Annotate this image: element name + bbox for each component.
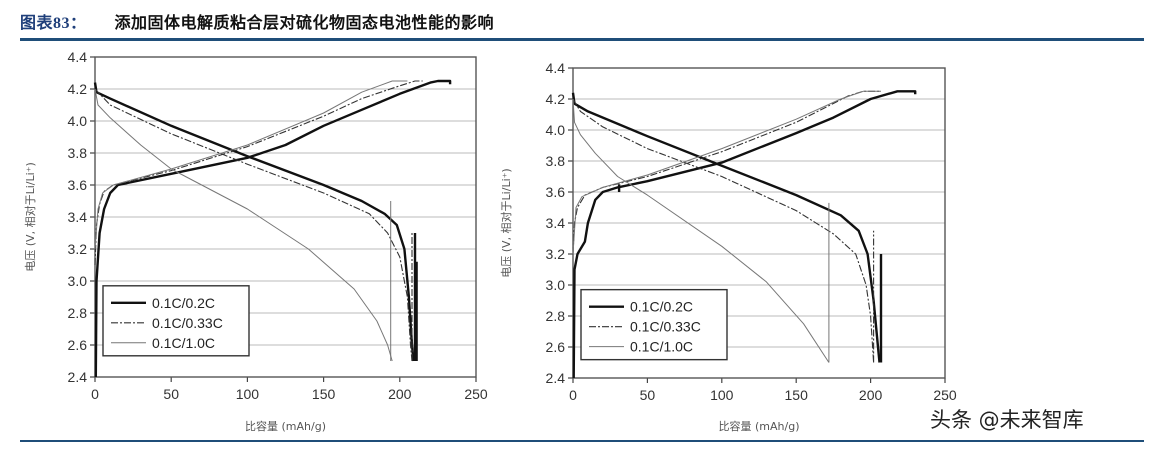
series-line-dashdot — [572, 98, 875, 363]
series-line-thin — [572, 98, 830, 363]
y-tick-label: 3.2 — [68, 241, 88, 257]
y-tick-label: 3.2 — [546, 246, 566, 262]
x-tick-label: 250 — [933, 387, 957, 403]
x-tick-label: 150 — [312, 386, 336, 402]
y-tick-label: 4.4 — [68, 49, 88, 65]
plot-frame — [94, 56, 477, 378]
figure-title-text: 添加固体电解质粘合层对硫化物固态电池性能的影响 — [114, 13, 495, 32]
figure-label: 图表83： — [20, 15, 87, 32]
series-line-thick — [572, 90, 917, 379]
legend-label: 0.1C/0.33C — [152, 315, 223, 331]
legend-label: 0.1C/1.0C — [630, 339, 693, 355]
x-tick-label: 50 — [163, 386, 179, 402]
legend-label: 0.1C/0.2C — [152, 295, 215, 311]
legend-label: 0.1C/1.0C — [152, 335, 215, 351]
chart-1: 2.4 2.6 2.8 3.0 3.2 3.4 3.6 3.8 4.0 4.2 4.4 0 50 100 1… — [23, 49, 488, 433]
x-tick-label: 150 — [785, 387, 809, 403]
series-line-thin — [94, 80, 408, 250]
series-line-dashdot — [94, 80, 423, 266]
watermark: 头条 @未来智库 — [930, 408, 1084, 432]
y-tick-label: 3.4 — [68, 209, 88, 225]
x-tick-label: 0 — [91, 386, 99, 402]
y-tick-label: 2.6 — [68, 337, 88, 353]
figure-title: 图表83： 添加固体电解质粘合层对硫化物固态电池性能的影响 — [20, 9, 494, 33]
x-tick-label: 100 — [710, 387, 734, 403]
y-tick-label: 3.6 — [546, 184, 566, 200]
y-tick-label: 2.8 — [68, 305, 88, 321]
y-tick-label: 3.8 — [546, 153, 566, 169]
x-axis-title: 比容量 (mAh/g) — [245, 419, 326, 433]
series-line-thick — [93, 82, 415, 362]
y-tick-label: 2.4 — [68, 369, 88, 385]
series-line-thin — [572, 90, 881, 255]
y-axis-title: 电压 (V, 相对于Li/Li⁺) — [23, 162, 37, 271]
y-tick-label: 4.2 — [546, 91, 566, 107]
legend-label: 0.1C/0.33C — [630, 319, 701, 335]
y-tick-label: 3.6 — [68, 177, 88, 193]
series-line-thin — [94, 88, 393, 362]
chart-2: 2.4 2.6 2.8 3.0 3.2 3.4 3.6 3.8 4.0 4.2 4.4 0 50 100 1… — [499, 60, 957, 433]
y-tick-label: 3.8 — [68, 145, 88, 161]
y-tick-label: 2.8 — [546, 308, 566, 324]
x-tick-label: 200 — [859, 387, 883, 403]
plot-frame — [572, 67, 946, 379]
y-tick-label: 3.0 — [546, 277, 566, 293]
y-tick-label: 3.0 — [68, 273, 88, 289]
series-line-thick — [571, 92, 881, 363]
y-tick-label: 4.4 — [546, 60, 566, 76]
x-tick-label: 50 — [640, 387, 656, 403]
y-tick-label: 4.0 — [546, 122, 566, 138]
bottom-divider — [20, 440, 1144, 442]
y-tick-label: 3.4 — [546, 215, 566, 231]
legend-box — [102, 285, 250, 357]
legend-box — [580, 288, 728, 361]
x-axis-title: 比容量 (mAh/g) — [719, 419, 800, 433]
top-divider — [20, 38, 1144, 41]
x-tick-label: 250 — [464, 386, 488, 402]
y-tick-label: 4.0 — [68, 113, 88, 129]
y-tick-label: 2.4 — [546, 370, 566, 386]
series-line-thick — [94, 79, 452, 378]
y-tick-label: 2.6 — [546, 339, 566, 355]
x-tick-label: 100 — [236, 386, 260, 402]
y-tick-label: 4.2 — [68, 81, 88, 97]
series-line-dashdot — [94, 88, 413, 362]
legend-label: 0.1C/0.2C — [630, 299, 693, 315]
y-axis-title: 电压 (V, 相对于Li/Li⁺) — [499, 168, 513, 277]
x-tick-label: 200 — [388, 386, 412, 402]
x-tick-label: 0 — [569, 387, 577, 403]
